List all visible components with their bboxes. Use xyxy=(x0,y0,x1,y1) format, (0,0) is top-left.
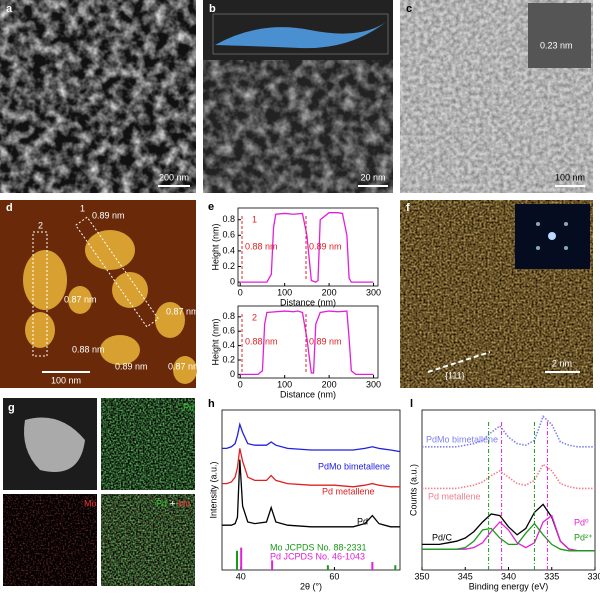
series-label: Pd²⁺ xyxy=(574,532,593,542)
inset-label: 0.23 nm xyxy=(540,40,573,50)
series-line xyxy=(222,448,400,488)
x-axis-label: 2θ (°) xyxy=(300,581,322,591)
panel-f: f {111} 2 nm xyxy=(400,200,593,388)
x-axis-label: Distance (nm) xyxy=(280,297,336,307)
panel-letter: h xyxy=(208,398,215,410)
reference-label: Pd JCPDS No. 46-1043 xyxy=(270,551,365,561)
annotation: 0.89 nm xyxy=(309,241,342,251)
line-label: 1 xyxy=(80,203,85,213)
x-tick-label: 200 xyxy=(322,379,337,389)
x-tick-label: 330 xyxy=(587,571,600,581)
chart-label: 2 xyxy=(252,312,257,322)
x-tick-label: 335 xyxy=(544,571,559,581)
map-label: Mo xyxy=(178,498,191,508)
series-line xyxy=(240,310,374,376)
height-label: 0.87 nm xyxy=(168,361,201,371)
series-label: Pd/C xyxy=(432,532,453,542)
y-axis-label: Height (nm) xyxy=(210,318,220,365)
facet-label: {111} xyxy=(445,370,465,380)
panel-g: g Pd Mo Pd + Mo xyxy=(3,398,195,586)
panel-letter: b xyxy=(209,3,216,15)
series-label: PdMo bimetallene xyxy=(318,461,390,471)
panel-c: c 0.23 nm 100 nm xyxy=(400,0,593,193)
panel-a: a 200 nm xyxy=(0,0,196,193)
x-tick-label: 340 xyxy=(501,571,516,581)
panel-b: b 20 nm xyxy=(203,0,393,193)
y-tick-label: 0.6 xyxy=(222,230,235,240)
panel-d: d 1 2 0.89 nm 0.87 nm 0.87 nm 0.88 nm 0.… xyxy=(0,200,201,388)
scale-bar-label: 100 nm xyxy=(555,172,585,182)
x-axis-label: Binding energy (eV) xyxy=(469,581,549,591)
plot-frame xyxy=(237,207,379,287)
panel-letter: c xyxy=(406,3,412,15)
series-label: PdMo bimetallene xyxy=(426,434,498,444)
scale-bar-label: 200 nm xyxy=(159,172,189,182)
map-label: Mo xyxy=(84,498,97,508)
series-label: Pd metallene xyxy=(322,486,375,496)
y-tick-label: 0 xyxy=(230,276,235,286)
y-tick-label: 0.2 xyxy=(222,354,235,364)
height-label: 0.89 nm xyxy=(115,361,148,371)
y-tick-label: 0.4 xyxy=(222,245,235,255)
series-label: Pd⁰ xyxy=(574,517,589,527)
map-label: Pd xyxy=(183,402,194,412)
panel-letter: g xyxy=(8,402,15,414)
x-tick-label: 60 xyxy=(329,571,339,581)
x-tick-label: 345 xyxy=(458,571,473,581)
panel-letter: a xyxy=(6,3,13,15)
x-tick-label: 0 xyxy=(238,379,243,389)
scale-bar-label: 20 nm xyxy=(360,172,385,182)
y-axis-label: Height (nm) xyxy=(210,223,220,270)
annotation: 0.88 nm xyxy=(245,336,278,346)
y-tick-label: 0.8 xyxy=(222,214,235,224)
y-axis-label: Counts (a.u.) xyxy=(408,464,418,516)
plot-frame xyxy=(237,305,379,379)
height-label: 0.88 nm xyxy=(72,344,105,354)
series-label: Pd xyxy=(357,516,368,526)
series-line xyxy=(222,459,400,528)
x-tick-label: 40 xyxy=(236,571,246,581)
map-label: Pd xyxy=(156,498,167,508)
y-tick-label: 0 xyxy=(230,369,235,379)
scale-bar-label: 100 nm xyxy=(51,375,81,385)
y-tick-label: 0.4 xyxy=(222,340,235,350)
height-label: 0.87 nm xyxy=(166,306,199,316)
x-tick-label: 0 xyxy=(238,287,243,297)
y-axis-label: Intensity (a.u.) xyxy=(208,461,218,518)
map-label: + xyxy=(170,498,175,508)
x-tick-label: 100 xyxy=(277,379,292,389)
panel-letter: f xyxy=(406,202,410,214)
x-tick-label: 200 xyxy=(322,287,337,297)
series-line xyxy=(422,463,595,490)
scale-bar-label: 2 nm xyxy=(552,358,572,368)
height-label: 0.89 nm xyxy=(92,210,125,220)
y-tick-label: 0.8 xyxy=(222,311,235,321)
x-tick-label: 350 xyxy=(414,571,429,581)
plot-frame xyxy=(221,409,401,571)
series-line xyxy=(240,212,374,283)
series-line xyxy=(422,522,595,552)
panel-letter: d xyxy=(6,202,13,214)
reference-label: Mo JCPDS No. 88-2331 xyxy=(270,542,367,552)
annotation: 0.88 nm xyxy=(245,241,278,251)
line-label: 2 xyxy=(38,220,43,230)
panel-letter: e xyxy=(208,201,214,213)
x-tick-label: 300 xyxy=(366,379,381,389)
panel-letter: l xyxy=(410,398,413,410)
y-tick-label: 0.2 xyxy=(222,261,235,271)
x-tick-label: 100 xyxy=(277,287,292,297)
x-axis-label: Distance (nm) xyxy=(280,389,336,399)
annotation: 0.89 nm xyxy=(309,336,342,346)
height-label: 0.87 nm xyxy=(64,294,97,304)
series-label: Pd metallene xyxy=(428,491,481,501)
series-line xyxy=(222,421,401,453)
y-tick-label: 0.6 xyxy=(222,326,235,336)
chart-label: 1 xyxy=(252,214,257,224)
x-tick-label: 300 xyxy=(366,287,381,297)
